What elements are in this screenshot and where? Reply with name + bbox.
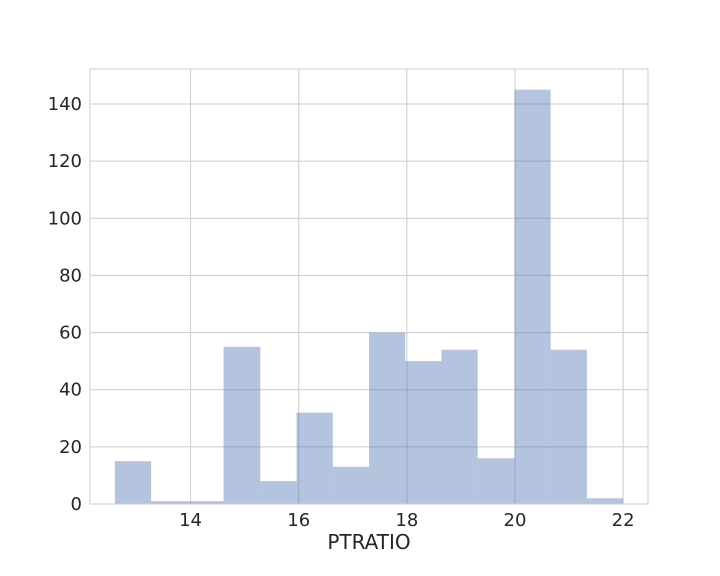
histogram-bar-7 [332, 466, 369, 504]
y-tick-label-20: 20 [59, 437, 82, 458]
x-tick-label-20: 20 [504, 510, 527, 531]
x-axis-label: PTRATIO [327, 530, 410, 554]
histogram-bar-14 [586, 498, 624, 504]
histogram-bar-11 [477, 458, 515, 504]
y-tick-label-40: 40 [59, 380, 82, 401]
x-tick-label-14: 14 [179, 510, 202, 531]
histogram-bar-13 [550, 349, 587, 504]
x-tick-label-16: 16 [287, 510, 310, 531]
y-tick-label-100: 100 [48, 208, 82, 229]
y-tick-label-60: 60 [59, 323, 82, 344]
y-tick-label-120: 120 [48, 151, 82, 172]
y-tick-label-0: 0 [71, 494, 82, 515]
histogram-bar-6 [296, 412, 333, 504]
histogram-bar-12 [514, 89, 551, 504]
x-axis-ticks: 14 16 18 20 22 [179, 510, 634, 531]
histogram-bar-2 [151, 501, 188, 504]
x-tick-label-18: 18 [395, 510, 418, 531]
plot-frame [89, 68, 649, 505]
y-axis-ticks: 0 20 40 60 80 100 120 140 [48, 94, 82, 515]
y-tick-label-140: 140 [48, 94, 82, 115]
y-tick-label-80: 80 [59, 265, 82, 286]
histogram-bars [114, 89, 624, 504]
histogram-bar-1 [114, 461, 152, 504]
histogram-bar-9 [405, 361, 442, 504]
histogram-bar-8 [369, 332, 406, 504]
histogram-bar-4 [223, 346, 261, 504]
histogram-bar-3 [187, 501, 224, 504]
x-tick-label-22: 22 [612, 510, 635, 531]
histogram-bar-10 [441, 349, 478, 504]
histogram-bar-5 [260, 481, 297, 504]
